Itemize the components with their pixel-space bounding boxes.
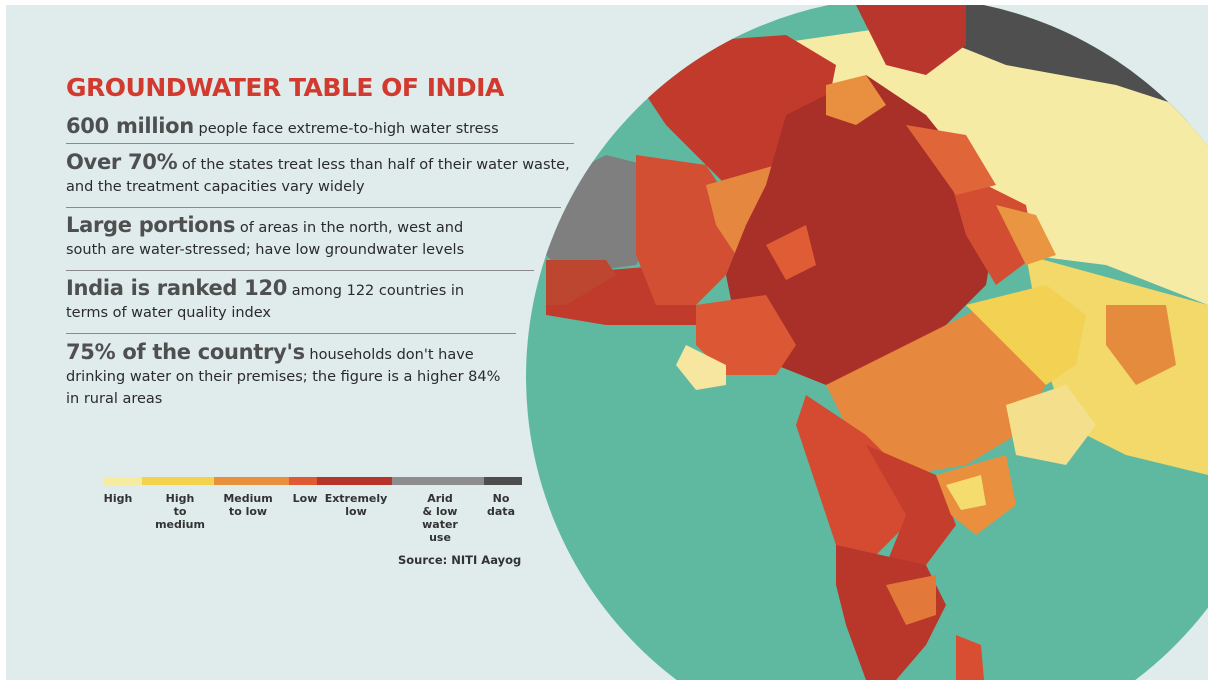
legend-label: Medium to low	[223, 492, 273, 518]
india-groundwater-map	[526, 5, 1208, 680]
infographic-title: GROUNDWATER TABLE OF INDIA	[66, 73, 504, 102]
fact-highlight: India is ranked 120	[66, 276, 288, 300]
infographic-frame: GROUNDWATER TABLE OF INDIA 600 million p…	[6, 5, 1208, 680]
source-credit: Source: NITI Aayog	[398, 553, 522, 567]
fact-highlight: 75% of the country's	[66, 340, 305, 364]
region-central-mix	[826, 305, 1046, 475]
region-central-yellow	[966, 285, 1086, 385]
fact-text: among 122 countries in terms of water qu…	[66, 283, 465, 321]
region-north-low	[766, 225, 816, 280]
region-deccan-red	[866, 445, 956, 565]
region-bangladesh-area	[1106, 305, 1176, 385]
region-south-orange	[886, 575, 936, 625]
fact-water-treatment: Over 70% of the states treat less than h…	[66, 151, 576, 198]
legend-swatch-medium-to-low	[214, 477, 289, 485]
legend-swatch-high	[104, 477, 142, 485]
region-gujarat	[696, 295, 796, 375]
legend-label: No data	[487, 492, 515, 518]
legend-label: High to medium	[155, 492, 205, 531]
fact-highlight: 600 million	[66, 114, 194, 138]
legend-label: Arid & low water use	[422, 492, 458, 544]
fact-water-stress: 600 million people face extreme-to-high …	[66, 115, 586, 140]
legend-swatch-extremely-low	[317, 477, 392, 485]
region-gangetic-low	[946, 165, 1036, 285]
region-andhra-yellow	[946, 475, 986, 510]
legend-swatch-high-to-medium	[142, 477, 214, 485]
region-sri-lanka	[956, 635, 984, 680]
fact-text: households don't have drinking water on …	[66, 347, 501, 407]
legend-swatch-arid	[392, 477, 484, 485]
divider	[66, 333, 516, 334]
fact-text: of the states treat less than half of th…	[66, 157, 570, 195]
legend-label: Extremely low	[324, 492, 388, 518]
region-kashmir	[856, 5, 966, 75]
region-west-iran	[546, 260, 616, 305]
fact-highlight: Over 70%	[66, 150, 178, 174]
region-deccan-low	[796, 395, 906, 565]
divider	[66, 143, 574, 144]
divider	[66, 270, 534, 271]
legend-swatch-no-data	[484, 477, 522, 485]
fact-drinking-water-access: 75% of the country's households don't ha…	[66, 341, 516, 410]
legend-swatch-low	[289, 477, 317, 485]
legend-label: Low	[292, 492, 318, 505]
region-orange-north	[996, 205, 1056, 265]
divider	[66, 207, 561, 208]
fact-water-quality-rank: India is ranked 120 among 122 countries …	[66, 277, 506, 324]
region-nepal-mix	[906, 125, 996, 195]
region-kutch	[676, 345, 726, 390]
fact-text: people face extreme-to-high water stress	[193, 121, 499, 137]
fact-highlight: Large portions	[66, 213, 236, 237]
fact-water-stressed-regions: Large portions of areas in the north, we…	[66, 214, 506, 261]
fact-text: of areas in the north, west and south ar…	[66, 220, 465, 258]
region-east-yellow	[1006, 385, 1096, 465]
legend-label: High	[103, 492, 133, 505]
region-punjab	[826, 75, 886, 125]
